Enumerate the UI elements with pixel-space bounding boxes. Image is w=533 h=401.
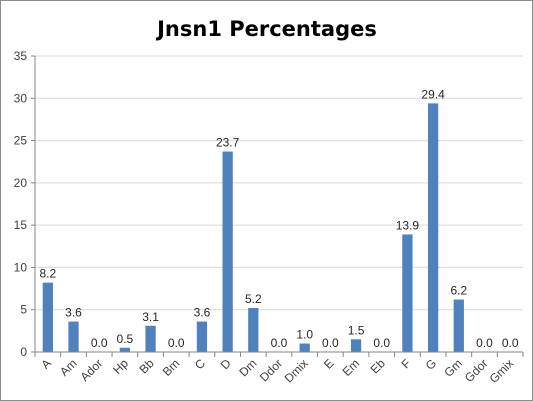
y-tick-label: 10 [14, 260, 28, 274]
bar-c [196, 321, 208, 352]
y-tick-label: 30 [14, 91, 28, 105]
bar-hp [119, 347, 131, 352]
data-label-dmix: 1.0 [296, 328, 313, 342]
data-label-gdor: 0.0 [476, 336, 493, 350]
bar-dmix [299, 343, 310, 352]
x-tick-label: Em [340, 356, 363, 379]
bar-d [222, 151, 233, 352]
x-tick-label: Gdor [462, 356, 491, 385]
data-label-am: 3.6 [65, 306, 82, 320]
bar-gm [453, 299, 464, 352]
x-tick-label: Am [57, 356, 80, 379]
x-tick-label: G [423, 356, 440, 373]
bar-dm [248, 308, 259, 352]
data-label-ador: 0.0 [91, 336, 108, 350]
y-tick-label: 20 [14, 176, 28, 190]
data-label-f: 13.9 [396, 218, 420, 232]
data-label-gm: 6.2 [450, 284, 467, 298]
x-tick-label: E [321, 356, 337, 372]
x-tick-label: Eb [368, 356, 389, 377]
x-tick-label: F [398, 356, 413, 371]
y-tick-label: 15 [14, 218, 28, 232]
data-label-gmix: 0.0 [502, 336, 519, 350]
x-tick-label: Gmix [487, 356, 517, 386]
data-labels: 8.2 3.6 0.0 0.5 3.1 0.0 3.6 23.7 5.2 0.0 1.0 0.0 1.5… [39, 87, 518, 350]
bar-a [42, 282, 53, 352]
data-label-a: 8.2 [39, 267, 56, 281]
bars [42, 103, 464, 352]
data-label-ddor: 0.0 [271, 336, 288, 350]
y-tick-label: 25 [14, 134, 28, 148]
data-label-d: 23.7 [216, 136, 240, 150]
data-label-bm: 0.0 [168, 336, 185, 350]
data-label-c: 3.6 [194, 306, 211, 320]
x-tick-label: Dmix [282, 356, 311, 385]
bar-em [350, 339, 362, 352]
y-axis: 0 5 10 15 20 25 30 35 [14, 49, 36, 359]
x-tick-label: Ador [78, 356, 106, 384]
chart-title: Jnsn1 Percentages [155, 17, 377, 41]
y-tick-label: 35 [14, 49, 28, 63]
data-label-eb: 0.0 [373, 336, 390, 350]
x-tick-label: C [192, 356, 208, 372]
bar-bb [145, 325, 156, 352]
y-tick-label: 0 [20, 345, 27, 359]
x-tick-label: Ddor [257, 356, 285, 384]
y-tick-label: 5 [20, 303, 27, 317]
bar-am [68, 321, 79, 352]
x-tick-label: Bm [160, 356, 183, 379]
data-label-bb: 3.1 [142, 310, 159, 324]
bar-g [427, 103, 439, 352]
x-tick-label: A [38, 356, 54, 372]
x-tick-label: Hp [110, 356, 131, 377]
data-label-e: 0.0 [322, 336, 339, 350]
data-label-g: 29.4 [421, 87, 445, 101]
data-label-hp: 0.5 [117, 332, 134, 346]
gridlines [35, 55, 523, 311]
bar-f [402, 234, 413, 352]
data-label-dm: 5.2 [245, 292, 262, 306]
x-tick-label: Dm [236, 356, 259, 379]
x-tick-label: Bb [136, 356, 157, 377]
x-tick-label: D [218, 356, 234, 372]
x-tick-label: Gm [441, 356, 465, 380]
data-label-em: 1.5 [348, 323, 365, 337]
